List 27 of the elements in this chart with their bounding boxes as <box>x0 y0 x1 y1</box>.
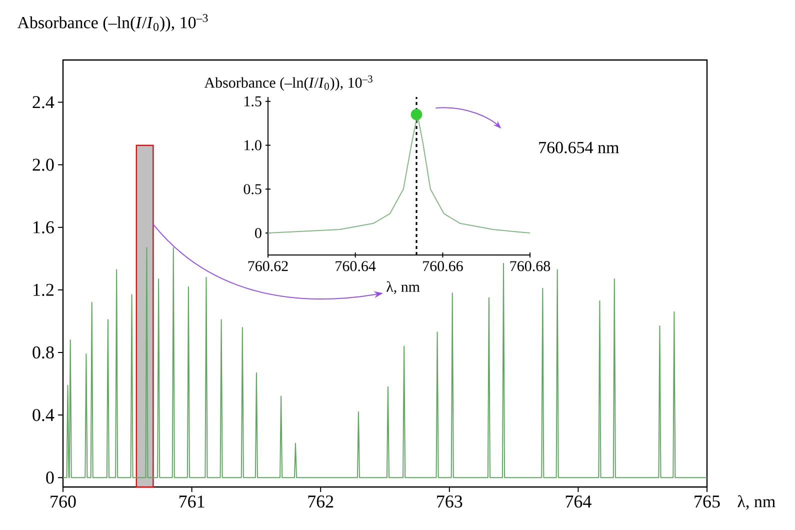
y-axis-title: Absorbance (–ln(I/I$_{0}$)), 10$^{–3}$ <box>204 75 372 91</box>
x-tick-label: 760.62 <box>248 261 288 272</box>
annotation: 760.654 nm <box>539 142 619 154</box>
x-tick-label: 765 <box>694 496 720 508</box>
x-tick-label: 760.64 <box>336 261 376 272</box>
y-tick-label: 1.6 <box>34 221 54 234</box>
y-tick-label: 0.8 <box>32 346 54 359</box>
y-axis-title: Absorbance (–ln(I/I$_{0}$)), 10$^{–3}$ <box>17 14 208 32</box>
y-tick-label: 0 <box>46 472 54 484</box>
x-tick-label: 762 <box>308 496 334 508</box>
x-tick-label: 764 <box>566 496 592 508</box>
x-tick-label: 761 <box>179 496 204 508</box>
y-tick-label: 2.0 <box>32 158 54 171</box>
x-axis-title: λ, nm <box>386 281 420 294</box>
y-tick-label: 1.0 <box>244 140 262 150</box>
x-tick-label: 760.68 <box>510 261 550 272</box>
y-tick-label: 0 <box>255 228 262 238</box>
y-tick-label: 1.5 <box>244 96 262 106</box>
y-tick-label: 0.5 <box>244 184 262 194</box>
x-tick-label: 760 <box>50 496 76 508</box>
x-tick-label: 763 <box>437 496 462 508</box>
x-axis-title: λ, nm <box>738 495 776 510</box>
y-tick-label: 2.4 <box>32 96 54 108</box>
line-series <box>62 247 708 478</box>
x-tick-label: 760.66 <box>423 261 463 272</box>
y-tick-label: 1.2 <box>34 284 54 296</box>
y-tick-label: 0.4 <box>32 408 54 422</box>
